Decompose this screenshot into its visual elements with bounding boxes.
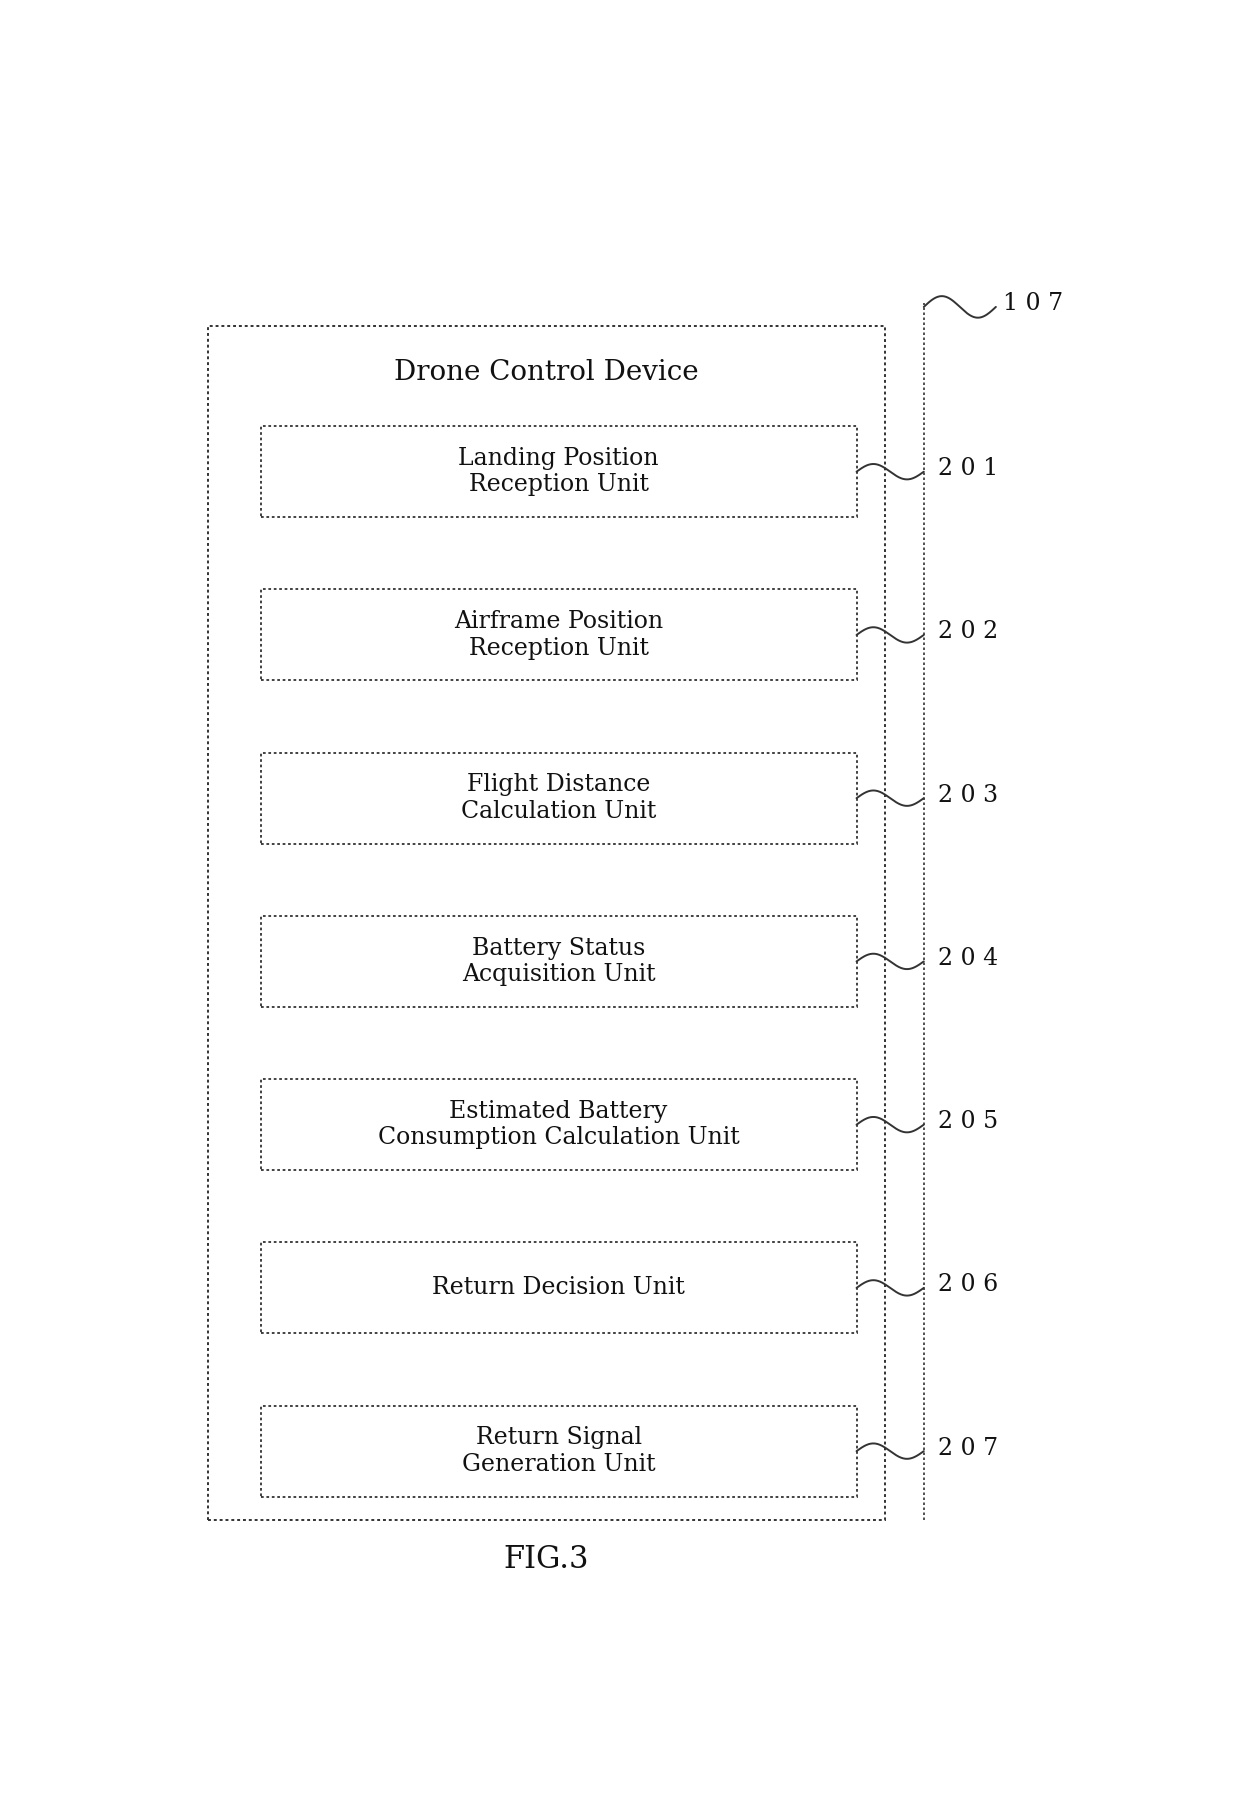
Text: 2 0 3: 2 0 3 <box>939 784 998 807</box>
FancyBboxPatch shape <box>260 917 857 1006</box>
Text: Return Signal
Generation Unit: Return Signal Generation Unit <box>461 1426 656 1476</box>
Text: Estimated Battery
Consumption Calculation Unit: Estimated Battery Consumption Calculatio… <box>378 1100 739 1150</box>
Text: Battery Status
Acquisition Unit: Battery Status Acquisition Unit <box>461 936 656 987</box>
Text: 2 0 7: 2 0 7 <box>939 1437 998 1460</box>
Text: 2 0 6: 2 0 6 <box>939 1274 998 1297</box>
Text: Landing Position
Reception Unit: Landing Position Reception Unit <box>459 447 658 497</box>
FancyBboxPatch shape <box>260 753 857 843</box>
Text: Drone Control Device: Drone Control Device <box>394 359 699 386</box>
Text: Return Decision Unit: Return Decision Unit <box>433 1276 684 1299</box>
Text: Flight Distance
Calculation Unit: Flight Distance Calculation Unit <box>461 773 656 823</box>
FancyBboxPatch shape <box>260 1406 857 1496</box>
FancyBboxPatch shape <box>260 590 857 680</box>
FancyBboxPatch shape <box>260 1243 857 1333</box>
Text: 2 0 5: 2 0 5 <box>939 1110 998 1134</box>
FancyBboxPatch shape <box>208 327 885 1520</box>
Text: 1 0 7: 1 0 7 <box>1003 292 1063 314</box>
Text: 2 0 4: 2 0 4 <box>939 947 998 971</box>
Text: Airframe Position
Reception Unit: Airframe Position Reception Unit <box>454 610 663 660</box>
FancyBboxPatch shape <box>260 1080 857 1170</box>
Text: 2 0 1: 2 0 1 <box>939 457 998 481</box>
Text: FIG.3: FIG.3 <box>503 1545 589 1575</box>
Text: 2 0 2: 2 0 2 <box>939 621 998 644</box>
FancyBboxPatch shape <box>260 427 857 517</box>
